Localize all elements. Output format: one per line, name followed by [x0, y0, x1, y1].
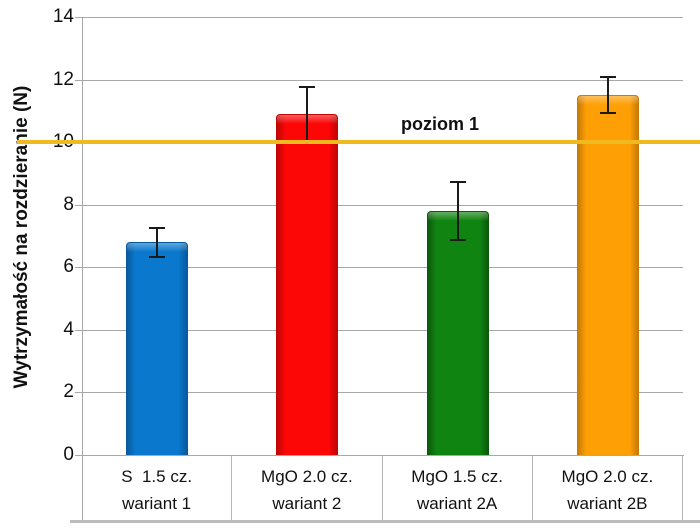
y-tick-label: 12: [52, 68, 74, 90]
x-axis-category-labels: S 1.5 cz. wariant 1 MgO 2.0 cz. wariant 2 Mg…: [82, 456, 683, 520]
error-bar-line: [306, 85, 309, 143]
category-cell: MgO 2.0 cz. wariant 2: [232, 456, 383, 520]
category-variant-label: wariant 1: [122, 494, 192, 513]
bar-wariant-2B: [576, 95, 639, 455]
bar-wariant-1: [126, 242, 189, 455]
y-tick-mark: [75, 17, 82, 18]
category-cell: S 1.5 cz. wariant 1: [82, 456, 233, 520]
error-bar-cap-bottom: [449, 238, 466, 241]
error-bar-line: [156, 226, 159, 258]
y-tick-label: 4: [63, 318, 74, 340]
error-bar-line: [606, 76, 609, 114]
chart-bottom-border: [70, 520, 700, 523]
category-compound-label: MgO 2.0 cz.: [561, 467, 654, 486]
y-tick-label: 6: [63, 256, 74, 278]
category-compound-label: MgO 2.0 cz.: [261, 467, 353, 486]
bar-wariant-2: [276, 113, 339, 455]
y-tick-mark: [75, 267, 82, 269]
gridline: [82, 392, 683, 394]
category-compound-label: S 1.5 cz.: [121, 467, 193, 486]
category-variant-label: wariant 2: [272, 494, 342, 513]
y-tick-mark: [75, 329, 82, 331]
error-bar-cap-top: [449, 181, 466, 184]
x-axis-line: [82, 455, 684, 456]
y-tick-label: 14: [52, 6, 74, 27]
category-variant-label: wariant 2B: [567, 494, 648, 513]
gridline: [82, 329, 683, 331]
reference-line: [17, 140, 700, 145]
y-tick-mark: [75, 204, 82, 206]
error-bar-cap-top: [299, 85, 316, 88]
category-cell: MgO 1.5 cz. wariant 2A: [383, 456, 533, 520]
error-bar-cap-bottom: [149, 255, 166, 258]
gridline: [82, 79, 683, 81]
y-axis-line: [82, 17, 83, 521]
y-tick-mark: [75, 79, 82, 81]
error-bar-cap-top: [599, 76, 616, 79]
y-tick-mark: [75, 455, 82, 456]
gridline: [82, 267, 683, 269]
category-cell: MgO 2.0 cz. wariant 2B: [533, 456, 683, 520]
gridline: [82, 204, 683, 206]
error-bar-cap-top: [149, 226, 166, 229]
y-tick-mark: [75, 392, 82, 394]
y-tick-label: 0: [63, 444, 74, 465]
error-bar-cap-bottom: [599, 111, 616, 114]
y-tick-label: 8: [63, 193, 74, 215]
category-compound-label: MgO 1.5 cz.: [411, 467, 503, 486]
reference-line-label: poziom 1: [400, 114, 479, 134]
gridline: [82, 17, 683, 18]
error-bar-line: [456, 181, 459, 241]
y-tick-label: 2: [63, 381, 74, 403]
category-variant-label: wariant 2A: [416, 494, 498, 513]
bar-wariant-2A: [426, 210, 489, 455]
